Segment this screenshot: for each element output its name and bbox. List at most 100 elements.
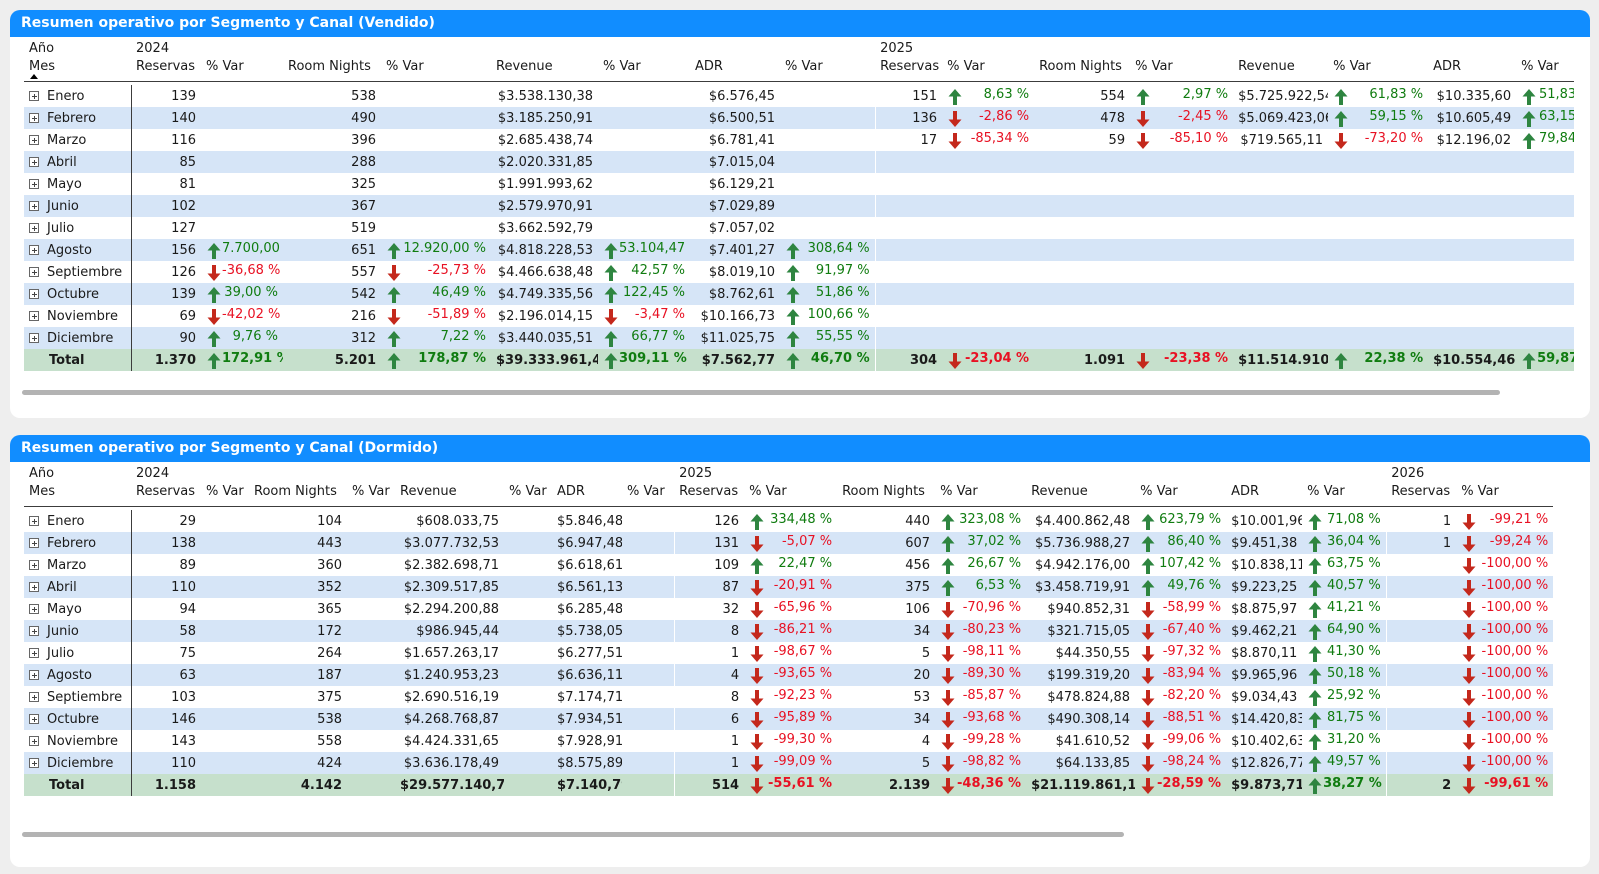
value-cell: $41.610,52 [1055, 733, 1131, 749]
column-header[interactable]: Room Nights [249, 484, 347, 507]
year-header[interactable]: 2024 [136, 40, 170, 56]
month-cell[interactable]: Enero [24, 85, 132, 107]
month-cell[interactable]: Septiembre [24, 261, 132, 283]
expand-plus-icon[interactable] [29, 714, 39, 724]
expand-plus-icon[interactable] [29, 516, 39, 526]
column-header[interactable]: % Var [1135, 484, 1227, 507]
expand-plus-icon[interactable] [29, 626, 39, 636]
month-cell[interactable]: Diciembre [24, 752, 132, 774]
row-header-mes[interactable]: Mes [24, 484, 131, 507]
column-header[interactable]: ADR [1226, 484, 1303, 507]
month-cell[interactable]: Marzo [24, 554, 132, 576]
month-cell[interactable]: Junio [24, 195, 132, 217]
month-cell[interactable]: Octubre [24, 283, 132, 305]
expand-plus-icon[interactable] [29, 113, 39, 123]
column-header[interactable]: % Var [347, 484, 395, 507]
column-header[interactable]: ADR [690, 59, 780, 82]
month-cell[interactable]: Diciembre [24, 327, 132, 349]
column-header[interactable]: % Var [942, 59, 1035, 82]
month-cell[interactable]: Febrero [24, 532, 132, 554]
column-header[interactable]: % Var [504, 484, 552, 507]
var-cell [598, 195, 690, 217]
expand-plus-icon[interactable] [29, 736, 39, 746]
expand-plus-icon[interactable] [29, 179, 39, 189]
expand-plus-icon[interactable] [29, 245, 39, 255]
column-header[interactable]: ADR [552, 484, 622, 507]
expand-plus-icon[interactable] [29, 289, 39, 299]
month-cell[interactable]: Marzo [24, 129, 132, 151]
column-header[interactable]: % Var [1130, 59, 1234, 82]
month-cell[interactable]: Febrero [24, 107, 132, 129]
column-header[interactable]: Reservas [131, 484, 201, 507]
value-cell: $5.725.922,54 [1238, 88, 1329, 104]
month-cell[interactable]: Junio [24, 620, 132, 642]
column-header[interactable]: Revenue [395, 484, 504, 507]
month-cell[interactable]: Noviembre [24, 305, 132, 327]
column-header[interactable]: % Var [935, 484, 1027, 507]
column-header[interactable]: % Var [201, 484, 249, 507]
expand-plus-icon[interactable] [29, 333, 39, 343]
var-cell: 2,97 % [1130, 85, 1233, 107]
column-header[interactable]: % Var [744, 484, 838, 507]
expand-plus-icon[interactable] [29, 538, 39, 548]
month-cell[interactable]: Septiembre [24, 686, 132, 708]
year-header[interactable]: 2025 [679, 465, 713, 481]
column-header[interactable]: % Var [622, 484, 675, 507]
year-header[interactable]: 2025 [880, 40, 914, 56]
column-header[interactable]: Revenue [1026, 484, 1136, 507]
column-header[interactable]: Reservas [875, 59, 943, 82]
expand-plus-icon[interactable] [29, 201, 39, 211]
expand-plus-icon[interactable] [29, 648, 39, 658]
column-header[interactable]: % Var [1516, 59, 1574, 82]
expand-plus-icon[interactable] [29, 91, 39, 101]
column-header[interactable]: Room Nights [1034, 59, 1131, 82]
column-header[interactable]: % Var [201, 59, 283, 82]
sort-ascending-icon[interactable] [30, 74, 38, 79]
column-header[interactable]: % Var [598, 59, 690, 82]
arrow-up-icon [1308, 667, 1322, 684]
column-header[interactable]: Reservas [1386, 484, 1457, 507]
column-header[interactable]: % Var [381, 59, 491, 82]
expand-plus-icon[interactable] [29, 135, 39, 145]
column-header[interactable]: Room Nights [837, 484, 936, 507]
horizontal-scrollbar[interactable] [22, 832, 1124, 837]
column-header[interactable]: % Var [780, 59, 876, 82]
value-cell [1428, 261, 1516, 283]
column-header[interactable]: ADR [1428, 59, 1517, 82]
var-value: -100,00 % [1481, 555, 1549, 571]
month-cell[interactable]: Julio [24, 217, 132, 239]
expand-plus-icon[interactable] [29, 267, 39, 277]
column-header[interactable]: Revenue [491, 59, 598, 82]
month-cell[interactable]: Abril [24, 151, 132, 173]
month-cell[interactable]: Noviembre [24, 730, 132, 752]
year-header[interactable]: 2024 [136, 465, 170, 481]
expand-plus-icon[interactable] [29, 311, 39, 321]
month-cell[interactable]: Enero [24, 510, 132, 532]
month-cell[interactable]: Agosto [24, 239, 132, 261]
horizontal-scrollbar[interactable] [22, 390, 1500, 395]
expand-plus-icon[interactable] [29, 758, 39, 768]
month-cell[interactable]: Mayo [24, 173, 132, 195]
column-header[interactable]: Reservas [131, 59, 201, 82]
month-cell[interactable]: Julio [24, 642, 132, 664]
column-header[interactable]: Reservas [674, 484, 745, 507]
expand-plus-icon[interactable] [29, 604, 39, 614]
month-cell[interactable]: Octubre [24, 708, 132, 730]
expand-plus-icon[interactable] [29, 692, 39, 702]
var-cell: -80,23 % [935, 620, 1027, 642]
expand-plus-icon[interactable] [29, 157, 39, 167]
expand-plus-icon[interactable] [29, 223, 39, 233]
month-cell[interactable]: Agosto [24, 664, 132, 686]
expand-plus-icon[interactable] [29, 560, 39, 570]
year-header[interactable]: 2026 [1391, 465, 1425, 481]
expand-plus-icon[interactable] [29, 670, 39, 680]
expand-plus-icon[interactable] [29, 582, 39, 592]
row-header-mes[interactable]: Mes [24, 59, 131, 82]
column-header[interactable]: % Var [1328, 59, 1429, 82]
column-header[interactable]: % Var [1456, 484, 1554, 507]
column-header[interactable]: % Var [1302, 484, 1387, 507]
month-cell[interactable]: Abril [24, 576, 132, 598]
month-cell[interactable]: Mayo [24, 598, 132, 620]
column-header[interactable]: Room Nights [283, 59, 381, 82]
column-header[interactable]: Revenue [1233, 59, 1329, 82]
